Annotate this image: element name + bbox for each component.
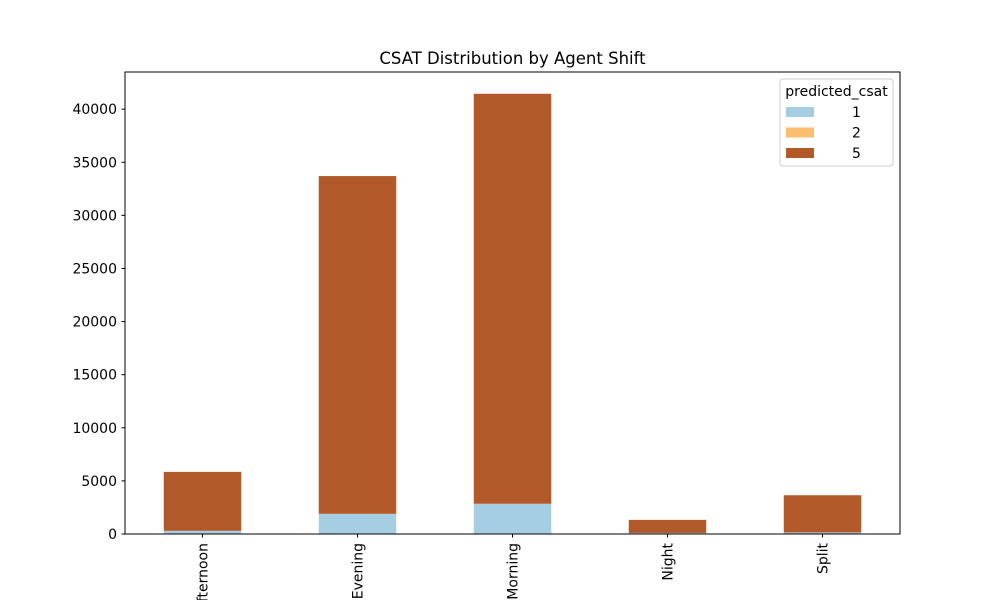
bar-night-series-5 <box>628 519 707 533</box>
bar-night-series-1 <box>628 532 707 534</box>
legend: predicted_csat 1 2 5 <box>779 78 894 167</box>
y-tick-label: 25000 <box>72 261 117 277</box>
y-tick-label: 15000 <box>72 368 117 384</box>
y-tick-label: 10000 <box>72 421 117 437</box>
legend-title: predicted_csat <box>785 84 888 100</box>
x-tick-label: Night <box>661 543 677 581</box>
plot-frame <box>124 71 901 535</box>
bar-split-series-1 <box>783 532 862 534</box>
x-tick-label: Afternoon <box>196 543 212 600</box>
bar-evening-series-1 <box>318 513 397 534</box>
y-axis: 0 5000 10000 15000 20000 25000 30000 35000 40000 <box>72 102 125 543</box>
legend-label-1: 1 <box>852 105 861 121</box>
legend-swatch-2 <box>786 127 814 138</box>
bar-morning-series-1 <box>473 503 552 534</box>
legend-swatch-1 <box>786 107 814 117</box>
y-tick-label: 35000 <box>72 155 117 171</box>
x-tick-label: Split <box>816 542 832 574</box>
bar-split-series-5 <box>783 495 862 533</box>
bar-afternoon-series-5 <box>163 471 242 531</box>
bar-afternoon-series-1 <box>163 530 242 534</box>
bar-evening-series-5 <box>318 176 397 514</box>
legend-label-5: 5 <box>852 146 861 162</box>
legend-swatch-5 <box>786 148 814 158</box>
x-tick-label: Morning <box>506 543 522 600</box>
x-tick-label: Evening <box>351 543 367 599</box>
y-tick-label: 5000 <box>81 474 117 490</box>
y-tick-label: 20000 <box>72 315 117 331</box>
chart-title: CSAT Distribution by Agent Shift <box>379 49 646 68</box>
bar-morning-series-5 <box>473 93 552 504</box>
y-tick-label: 30000 <box>72 208 117 224</box>
y-tick-label: 40000 <box>72 102 117 118</box>
y-tick-label: 0 <box>108 527 117 543</box>
legend-box <box>779 78 894 167</box>
x-axis: Afternoon Evening Morning Night Split <box>196 534 832 600</box>
legend-label-2: 2 <box>852 126 861 142</box>
bars-group <box>163 93 862 534</box>
